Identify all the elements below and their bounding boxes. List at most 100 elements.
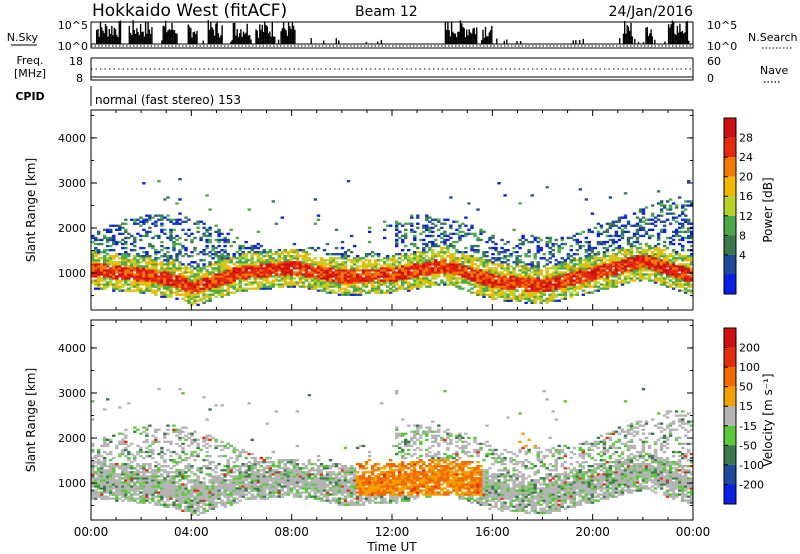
echo-cell [319, 277, 324, 280]
echo-cell [163, 479, 167, 482]
echo-cell [118, 273, 122, 276]
echo-cell [166, 479, 170, 482]
echo-cell [560, 238, 564, 242]
echo-cell [151, 491, 155, 494]
echo-cell [614, 224, 619, 227]
echo-cell [256, 246, 260, 250]
echo-cell [145, 273, 149, 276]
echo-cell [653, 259, 658, 262]
echo-cell [458, 265, 462, 268]
echo-cell [160, 291, 164, 294]
echo-cell [572, 257, 576, 260]
echo-cell [644, 263, 649, 266]
echo-cell [635, 224, 640, 227]
echo-cell [690, 289, 694, 292]
echo-cell [130, 489, 134, 492]
echo-cell [346, 259, 351, 262]
colorbar-segment [724, 157, 736, 177]
echo-cell [196, 222, 200, 225]
echo-cell [596, 281, 601, 284]
echo-cell [503, 257, 507, 260]
echo-cell [632, 263, 637, 266]
echo-cell [584, 198, 588, 201]
echo-cell [575, 277, 579, 280]
echo-cell [551, 287, 555, 290]
echo-cell [392, 263, 396, 266]
echo-cell [106, 271, 110, 274]
echo-cell [674, 277, 679, 280]
echo-cell [91, 475, 95, 478]
echo-cell [106, 269, 110, 272]
echo-cell [352, 291, 357, 294]
echo-cell [425, 226, 429, 230]
echo-cell [142, 271, 146, 274]
echo-cell [346, 279, 351, 282]
echo-cell [103, 271, 107, 274]
echo-cell [250, 255, 254, 258]
echo-cell [94, 497, 98, 500]
echo-cell [590, 255, 595, 258]
echo-cell [364, 253, 369, 256]
echo-cell [449, 267, 453, 270]
nsky-bar [196, 30, 198, 44]
echo-cell [124, 479, 128, 482]
echo-cell [346, 180, 351, 183]
echo-cell [690, 267, 694, 270]
echo-cell [238, 249, 242, 252]
echo-cell [106, 398, 110, 401]
echo-cell [202, 275, 206, 278]
echo-cell [112, 269, 116, 272]
echo-cell [671, 277, 676, 280]
echo-cell [539, 238, 543, 242]
echo-cell [620, 263, 625, 266]
echo-cell [142, 281, 146, 284]
echo-cell [407, 287, 411, 290]
echo-cell [614, 267, 619, 270]
echo-cell [160, 230, 164, 234]
echo-cell [349, 279, 354, 282]
echo-cell [268, 257, 272, 260]
echo-cell [217, 259, 221, 262]
echo-cell [367, 265, 372, 268]
echo-cell [136, 444, 140, 448]
echo-cell [157, 277, 161, 280]
echo-cell [178, 265, 182, 268]
echo-cell [671, 202, 676, 205]
echo-cell [277, 249, 281, 252]
echo-cell [268, 255, 272, 258]
echo-cell [223, 289, 227, 292]
echo-cell [130, 499, 134, 502]
echo-cell [136, 253, 140, 256]
nsky-bar [380, 39, 383, 44]
echo-cell [587, 259, 591, 262]
echo-cell [133, 426, 137, 429]
echo-cell [674, 275, 679, 278]
colorbar-segment [724, 274, 736, 294]
echo-cell [121, 483, 125, 486]
echo-cell [253, 287, 257, 290]
echo-cell [103, 497, 107, 500]
echo-cell [91, 273, 95, 276]
echo-cell [386, 285, 390, 288]
echo-cell [163, 465, 167, 468]
echo-cell [578, 285, 582, 288]
echo-cell [690, 202, 694, 205]
echo-cell [283, 279, 287, 282]
echo-cell [241, 277, 245, 280]
echo-cell [461, 257, 465, 260]
echo-cell [434, 267, 438, 270]
echo-cell [217, 293, 221, 296]
echo-cell [298, 279, 303, 282]
echo-cell [500, 271, 504, 274]
echo-cell [533, 281, 537, 284]
echo-cell [491, 236, 495, 240]
nsky-bar [274, 36, 276, 44]
echo-cell [289, 249, 294, 252]
echo-cell [97, 277, 101, 280]
echo-cell [145, 477, 149, 480]
echo-cell [103, 475, 107, 478]
echo-cell [376, 281, 381, 284]
echo-cell [214, 267, 218, 270]
echo-cell [220, 255, 224, 258]
echo-cell [593, 271, 598, 274]
